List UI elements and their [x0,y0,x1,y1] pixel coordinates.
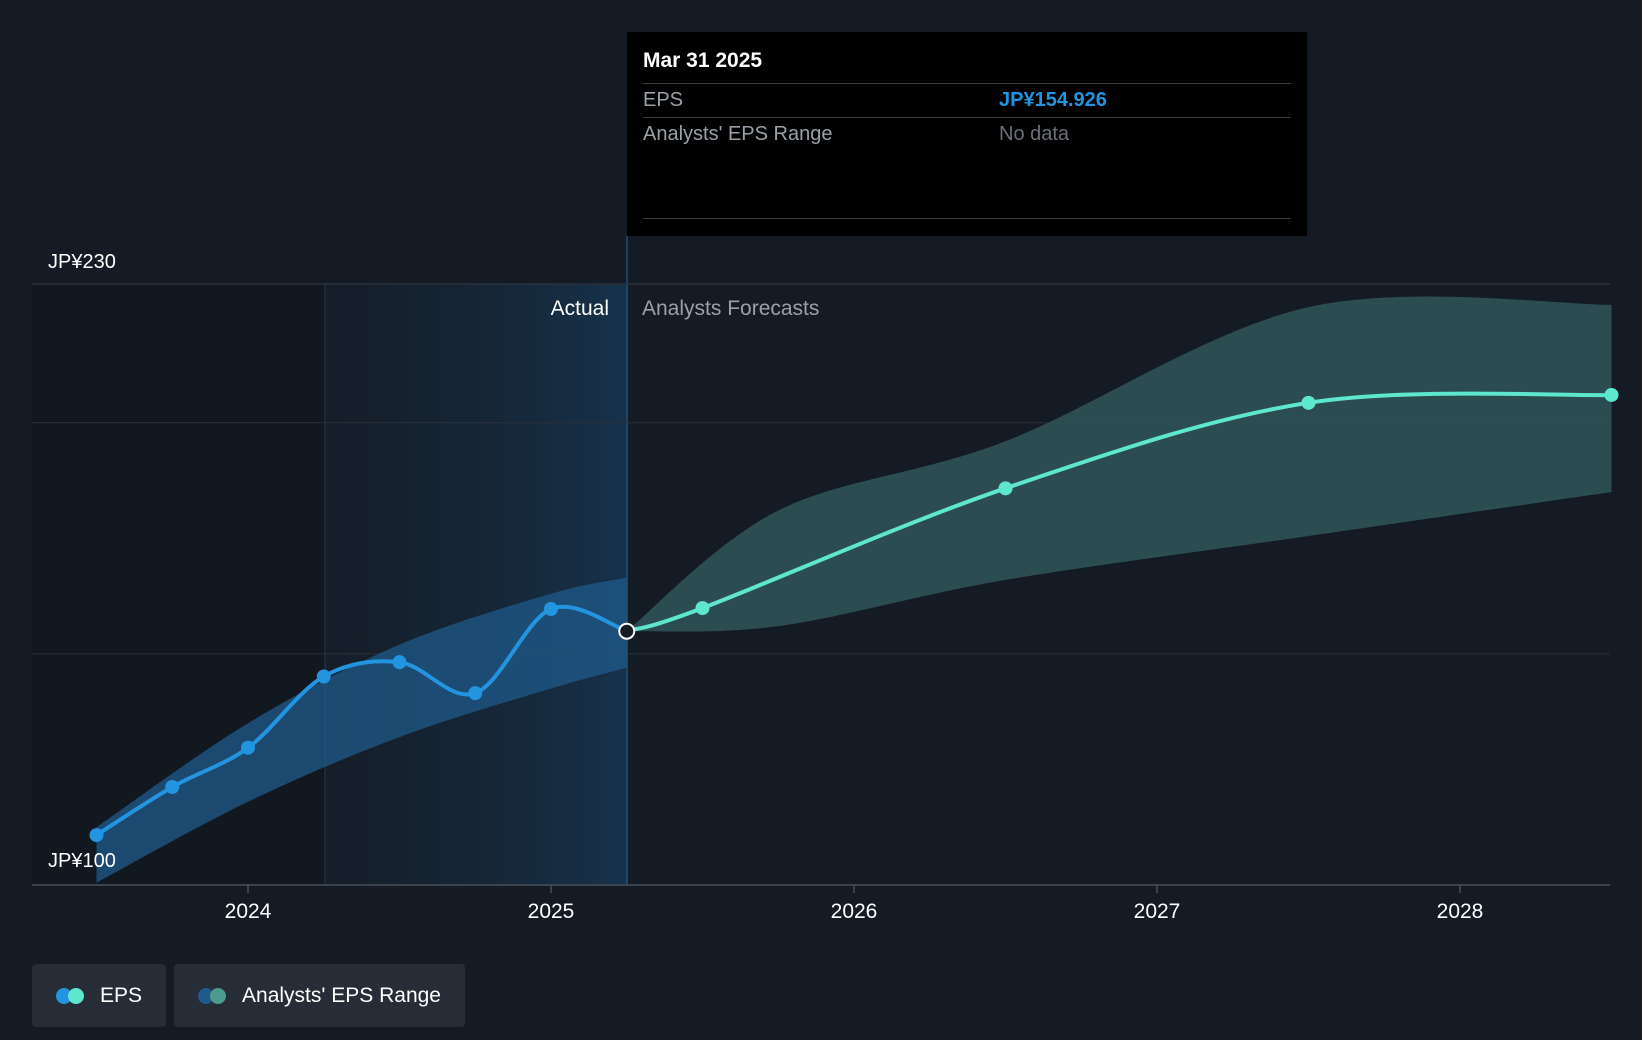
tooltip-date: Mar 31 2025 [643,32,1291,84]
x-tick-label: 2027 [1134,900,1181,923]
legend-item-range[interactable]: Analysts' EPS Range [174,964,465,1027]
actual-region-shade [325,284,628,885]
actual-eps-point[interactable] [165,779,180,794]
actual-eps-line [94,604,629,838]
tooltip-range-label: Analysts' EPS Range [643,123,833,145]
tooltip-eps-label: EPS [643,89,684,111]
tooltip-divider [643,218,1291,219]
chart-legend: EPS Analysts' EPS Range [32,964,465,1027]
tooltip-row-eps: EPS JP¥154.926 [643,84,1291,118]
y-tick-label-bottom: JP¥100 [48,850,116,872]
tooltip-range-value: No data [999,123,1070,145]
legend-range-label: Analysts' EPS Range [242,983,441,1007]
forecast-eps-point[interactable] [1604,387,1619,402]
eps-points [89,387,1619,843]
actual-region-label: Actual [551,297,609,320]
hover-tooltip: Mar 31 2025 EPS JP¥154.926 Analysts' EPS… [627,32,1307,236]
forecast-region-label: Analysts Forecasts [642,297,819,320]
actual-eps-point[interactable] [316,669,331,684]
y-tick-label-top: JP¥230 [48,251,116,273]
forecast-eps-range-band [626,296,1612,632]
hovered-eps-point[interactable] [618,622,636,640]
two-dot-eps-icon [56,987,86,1004]
forecast-eps-point[interactable] [1301,395,1316,410]
actual-eps-range-band [96,577,627,883]
actual-eps-point[interactable] [468,686,483,701]
actual-eps-point[interactable] [392,655,407,670]
forecast-eps-point[interactable] [695,601,710,616]
x-tick-label: 2028 [1437,900,1484,923]
forecast-eps-point[interactable] [998,481,1013,496]
x-axis-ticks: 2024 2025 2026 2027 2028 [225,885,1484,923]
x-tick-label: 2025 [528,900,575,923]
x-tick-label: 2024 [225,900,272,923]
x-tick-label: 2026 [831,900,878,923]
legend-eps-label: EPS [100,983,143,1007]
legend-item-eps[interactable]: EPS [32,964,167,1027]
actual-eps-point[interactable] [544,602,558,617]
actual-eps-point[interactable] [241,740,255,755]
tooltip-eps-value: JP¥154.926 [999,89,1107,111]
actual-eps-point[interactable] [89,828,104,843]
range-bands [96,296,1612,883]
tooltip-row-range: Analysts' EPS Range No data [643,118,1291,151]
two-dot-range-icon [198,987,228,1004]
